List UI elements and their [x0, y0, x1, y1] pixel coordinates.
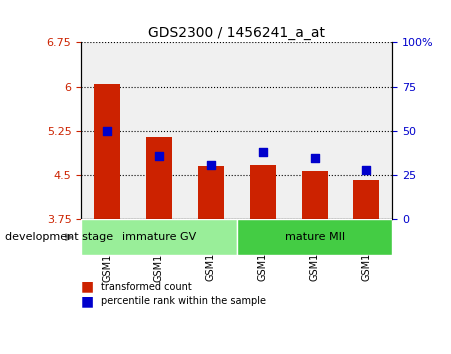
FancyBboxPatch shape — [81, 219, 237, 255]
Text: development stage: development stage — [5, 232, 113, 242]
Point — [259, 149, 266, 155]
Point — [103, 128, 110, 134]
Point — [207, 162, 214, 167]
Text: immature GV: immature GV — [122, 232, 196, 242]
Title: GDS2300 / 1456241_a_at: GDS2300 / 1456241_a_at — [148, 26, 325, 40]
Point — [155, 153, 162, 159]
Bar — [94, 84, 120, 219]
Bar — [250, 165, 276, 219]
Text: percentile rank within the sample: percentile rank within the sample — [101, 296, 267, 306]
Bar — [146, 137, 172, 219]
Point — [311, 155, 318, 160]
Text: ■: ■ — [81, 294, 94, 308]
Bar — [354, 180, 379, 219]
Text: ■: ■ — [81, 280, 94, 294]
FancyBboxPatch shape — [237, 219, 392, 255]
Text: transformed count: transformed count — [101, 282, 192, 292]
Text: mature MII: mature MII — [285, 232, 345, 242]
Point — [363, 167, 370, 173]
Bar — [302, 171, 327, 219]
Bar — [198, 166, 224, 219]
